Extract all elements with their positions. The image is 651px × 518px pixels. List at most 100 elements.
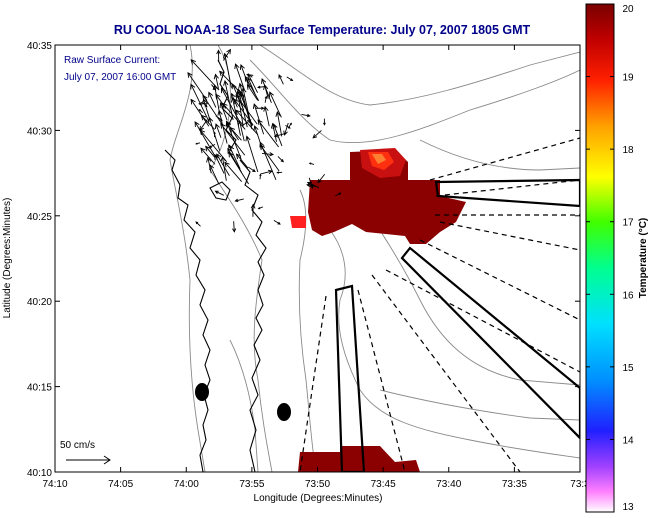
current-vector-head bbox=[239, 92, 245, 99]
current-vector-head bbox=[217, 109, 223, 116]
current-vector-head bbox=[269, 91, 274, 98]
current-vector-head bbox=[241, 87, 247, 94]
current-vector-head bbox=[247, 119, 252, 124]
current-vector-head bbox=[272, 123, 278, 130]
current-vector bbox=[274, 132, 287, 137]
annotation-line-2: July 07, 2007 16:00 GMT bbox=[64, 72, 176, 83]
current-vector bbox=[207, 157, 212, 174]
current-vector-head bbox=[226, 48, 231, 55]
current-vector-head bbox=[216, 49, 221, 55]
current-vector-head bbox=[227, 147, 233, 154]
scale-arrow bbox=[66, 455, 111, 465]
current-vector-head bbox=[223, 79, 229, 86]
current-vector bbox=[277, 156, 284, 163]
current-vector bbox=[240, 93, 249, 114]
current-vector-head bbox=[219, 70, 225, 77]
current-vector bbox=[247, 74, 254, 76]
current-vector bbox=[228, 152, 249, 185]
current-vector-head bbox=[195, 142, 198, 145]
current-vector bbox=[259, 142, 277, 180]
current-vector-head bbox=[219, 117, 223, 121]
current-vector-head bbox=[239, 64, 245, 70]
current-vector bbox=[220, 123, 246, 156]
current-vector-head bbox=[252, 103, 259, 110]
current-vector bbox=[205, 146, 216, 159]
x-tick-label: 73:40 bbox=[436, 479, 461, 490]
current-vector-head bbox=[214, 123, 220, 130]
x-tick-label: 73:55 bbox=[239, 479, 264, 490]
colorbar-tick-label: 17 bbox=[622, 218, 634, 229]
current-vector-head bbox=[338, 192, 342, 196]
current-vector-head bbox=[277, 221, 281, 225]
current-vector bbox=[220, 102, 228, 121]
current-vector bbox=[253, 103, 265, 135]
current-vector bbox=[223, 49, 231, 61]
current-vector-head bbox=[261, 106, 265, 110]
y-tick-label: 40:25 bbox=[27, 212, 52, 223]
current-vector-head bbox=[208, 91, 214, 98]
current-vector bbox=[222, 103, 246, 130]
current-vector-head bbox=[234, 63, 240, 70]
current-vector-head bbox=[220, 155, 226, 162]
current-vector-head bbox=[269, 152, 275, 157]
current-vector bbox=[216, 153, 230, 176]
current-vector bbox=[218, 110, 228, 144]
current-vector-head bbox=[257, 85, 261, 89]
current-vector-head bbox=[259, 141, 265, 148]
current-vector-head bbox=[200, 147, 206, 154]
current-vector-head bbox=[220, 122, 226, 129]
sst-patches bbox=[290, 148, 466, 472]
current-vector bbox=[246, 136, 259, 173]
current-vector bbox=[236, 153, 249, 169]
current-vector-head bbox=[198, 108, 201, 112]
current-vector-head bbox=[208, 145, 212, 148]
current-vector bbox=[228, 144, 241, 170]
x-axis-ticks: 74:10 74:05 74:00 73:55 73:50 73:45 73:40 73:35… bbox=[42, 45, 590, 490]
y-axis-ticks: 40:35 40:30 40:25 40:20 40:15 40:10 bbox=[27, 41, 580, 479]
current-vector-head bbox=[198, 101, 203, 106]
current-vector-head bbox=[245, 135, 251, 142]
current-vector-head bbox=[190, 83, 196, 90]
current-vector-head bbox=[263, 105, 269, 112]
current-vector bbox=[187, 72, 208, 101]
current-vector bbox=[276, 111, 283, 137]
x-tick-label: 74:05 bbox=[108, 479, 133, 490]
y-tick-label: 40:30 bbox=[27, 126, 52, 137]
current-vector-head bbox=[199, 125, 204, 132]
current-vector bbox=[248, 166, 256, 172]
x-tick-label: 73:3 bbox=[570, 479, 590, 490]
x-tick-label: 74:00 bbox=[174, 479, 199, 490]
current-vector-head bbox=[214, 190, 219, 195]
current-vector-head bbox=[195, 221, 199, 225]
current-vector bbox=[226, 121, 242, 160]
current-vector bbox=[215, 74, 219, 89]
station-marker-west bbox=[195, 383, 209, 401]
current-vector bbox=[241, 119, 251, 127]
current-vector bbox=[233, 221, 235, 232]
current-vector bbox=[261, 152, 274, 156]
current-vector bbox=[215, 115, 223, 121]
current-vector bbox=[308, 177, 313, 189]
current-vector-head bbox=[235, 109, 241, 116]
x-tick-label: 73:45 bbox=[371, 479, 396, 490]
current-vector-head bbox=[289, 122, 292, 126]
current-vector-head bbox=[246, 73, 250, 77]
current-vector-head bbox=[323, 122, 326, 126]
colorbar-gradient bbox=[585, 3, 615, 513]
current-vector bbox=[222, 156, 227, 181]
current-vector-head bbox=[205, 145, 211, 152]
x-tick-label: 73:35 bbox=[502, 479, 527, 490]
current-vector-head bbox=[234, 198, 239, 203]
current-vector-head bbox=[225, 120, 231, 127]
current-vector-head bbox=[214, 153, 220, 160]
current-vector bbox=[284, 122, 289, 136]
plot-area bbox=[55, 45, 580, 472]
current-vector bbox=[202, 95, 223, 125]
current-vector-head bbox=[259, 173, 262, 177]
current-vector-head bbox=[308, 162, 312, 165]
current-vector bbox=[257, 86, 265, 88]
current-vector-head bbox=[238, 82, 244, 89]
current-vector bbox=[229, 127, 242, 141]
current-vector bbox=[232, 83, 245, 111]
